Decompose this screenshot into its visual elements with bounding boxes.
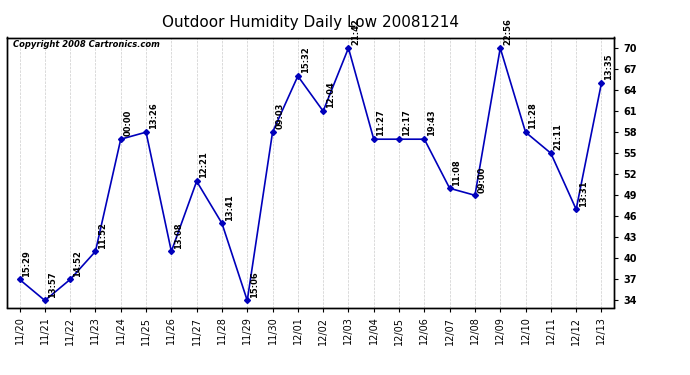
Text: Outdoor Humidity Daily Low 20081214: Outdoor Humidity Daily Low 20081214: [162, 15, 459, 30]
Text: 21:42: 21:42: [351, 18, 360, 45]
Text: 12:17: 12:17: [402, 110, 411, 136]
Text: 13:57: 13:57: [48, 271, 57, 298]
Text: 11:27: 11:27: [377, 110, 386, 136]
Text: 15:29: 15:29: [22, 250, 31, 277]
Text: 11:52: 11:52: [98, 222, 107, 249]
Text: 21:11: 21:11: [553, 123, 562, 150]
Text: 13:08: 13:08: [174, 222, 183, 249]
Text: 00:00: 00:00: [124, 110, 132, 136]
Text: 12:21: 12:21: [199, 152, 208, 178]
Text: 19:43: 19:43: [427, 110, 436, 136]
Text: 22:56: 22:56: [503, 18, 512, 45]
Text: 14:52: 14:52: [73, 250, 82, 277]
Text: 11:08: 11:08: [453, 159, 462, 186]
Text: 15:06: 15:06: [250, 271, 259, 298]
Text: 11:28: 11:28: [529, 103, 538, 129]
Text: 13:26: 13:26: [149, 103, 158, 129]
Text: 13:31: 13:31: [579, 180, 588, 207]
Text: 09:03: 09:03: [275, 103, 284, 129]
Text: 13:35: 13:35: [604, 54, 613, 80]
Text: 15:32: 15:32: [301, 46, 310, 73]
Text: 13:41: 13:41: [225, 194, 234, 220]
Text: 09:00: 09:00: [477, 166, 486, 192]
Text: 12:04: 12:04: [326, 82, 335, 108]
Text: Copyright 2008 Cartronics.com: Copyright 2008 Cartronics.com: [13, 40, 160, 49]
